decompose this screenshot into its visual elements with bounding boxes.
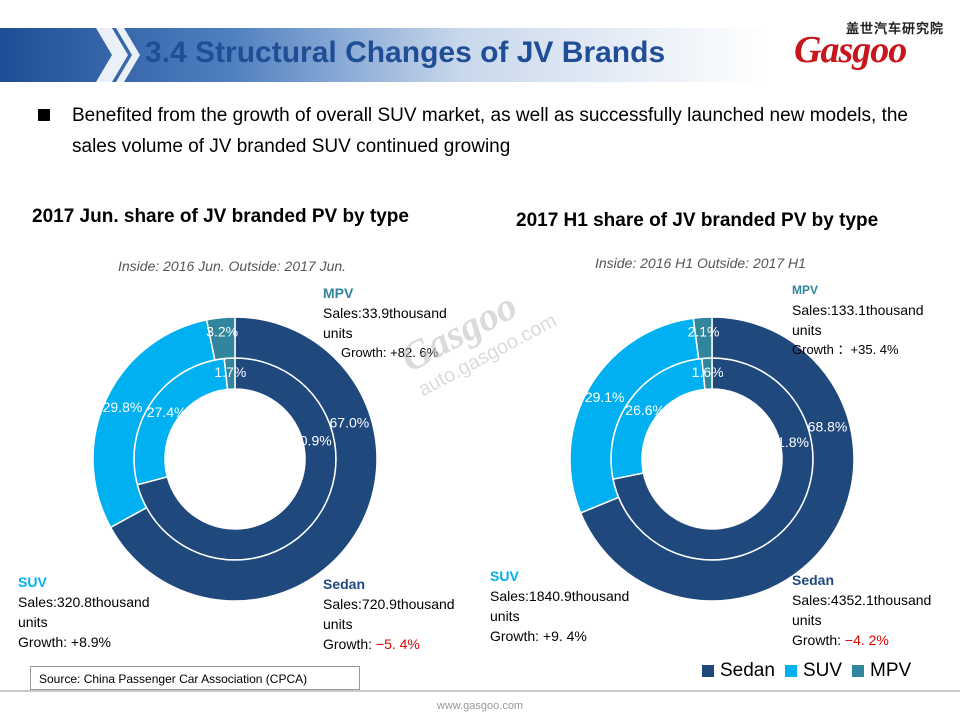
donut-label-inner-mpv: 1.7% bbox=[214, 364, 246, 380]
chart2-suv-name: SUV bbox=[490, 568, 519, 584]
donut-label-inner-sedan: 70.9% bbox=[292, 433, 332, 449]
chart1-sedan-callout: Sedan Sales:720.9thousand units Growth: … bbox=[323, 574, 455, 654]
chart1-suv-units: units bbox=[18, 614, 48, 630]
logo-cn-text: 盖世汽车研究院 bbox=[846, 21, 945, 36]
chart2-sedan-sales: Sales:4352.1thousand bbox=[792, 592, 932, 608]
chart1-suv-growth: +8.9% bbox=[70, 634, 111, 650]
bullet-square-icon bbox=[38, 109, 50, 121]
footer-divider bbox=[0, 690, 960, 692]
donut-label-outer-sedan: 67.0% bbox=[330, 415, 370, 431]
chart2-mpv-callout: MPV Sales:133.1thousand units Growth ：+3… bbox=[792, 280, 924, 360]
chart1-subtitle: Inside: 2016 Jun. Outside: 2017 Jun. bbox=[118, 258, 347, 274]
chart1-sedan-sales: Sales:720.9thousand bbox=[323, 596, 455, 612]
chart2-suv-growth: +9. 4% bbox=[542, 628, 587, 644]
legend-label-suv: SUV bbox=[802, 660, 843, 681]
donut-label-outer-mpv: 3.2% bbox=[206, 324, 238, 340]
page-title: 3.4 Structural Changes of JV Brands bbox=[145, 36, 666, 69]
chart1-mpv-growth: +82. 6% bbox=[390, 345, 439, 360]
chart2-suv-growth-label: Growth: bbox=[490, 628, 543, 644]
chart1-title: 2017 Jun. share of JV branded PV by type bbox=[32, 206, 409, 227]
chart2-mpv-sales: Sales:133.1thousand bbox=[792, 302, 924, 318]
chart2-title: 2017 H1 share of JV branded PV by type bbox=[516, 210, 879, 231]
header-bar bbox=[0, 28, 770, 82]
chart2-sedan-growth-label: Growth: bbox=[792, 632, 845, 648]
chart2-subtitle: Inside: 2016 H1 Outside: 2017 H1 bbox=[595, 255, 806, 271]
legend-item-sedan: Sedan bbox=[702, 660, 775, 682]
donut-slice-outer-mpv bbox=[692, 316, 713, 360]
chart1-mpv-sales: Sales:33.9thousand bbox=[323, 305, 447, 321]
donut-slice-outer-mpv bbox=[205, 316, 236, 361]
donut-slice-outer-sedan bbox=[579, 316, 855, 602]
donut-slice-outer-sedan bbox=[109, 316, 378, 602]
chart1-mpv-units: units bbox=[323, 325, 353, 341]
chart2-suv-sales: Sales:1840.9thousand bbox=[490, 588, 630, 604]
chart2-mpv-growth-label: Growth ： bbox=[792, 342, 851, 357]
chart1-mpv-name: MPV bbox=[323, 285, 354, 301]
legend-item-mpv: MPV bbox=[852, 660, 911, 682]
donut-label-outer-suv: 29.8% bbox=[103, 399, 143, 415]
legend-swatch-suv bbox=[784, 665, 797, 677]
donut-label-inner-sedan: 71.8% bbox=[769, 434, 809, 450]
chart2-sedan-units: units bbox=[792, 612, 822, 628]
chart1-suv-sales: Sales:320.8thousand bbox=[18, 594, 150, 610]
chart2-mpv-units: units bbox=[792, 322, 822, 338]
chart2-mpv-growth: +35. 4% bbox=[850, 342, 899, 357]
chart1-suv-callout: SUV Sales:320.8thousand units Growth: +8… bbox=[18, 572, 150, 652]
chart2-sedan-growth: −4. 2% bbox=[844, 632, 889, 648]
donut-label-outer-sedan: 68.8% bbox=[808, 419, 848, 435]
bullet-text: Benefited from the growth of overall SUV… bbox=[72, 105, 908, 157]
chart1-sedan-growth-label: Growth: bbox=[323, 636, 376, 652]
footer-url: www.gasgoo.com bbox=[436, 700, 524, 712]
legend-label-sedan: Sedan bbox=[720, 660, 775, 681]
chart1-suv-growth-label: Growth: bbox=[18, 634, 71, 650]
legend-label-mpv: MPV bbox=[870, 660, 912, 681]
chart-legend: Sedan SUV MPV bbox=[702, 660, 911, 682]
donut-label-inner-mpv: 1.6% bbox=[692, 364, 724, 380]
chart1-sedan-name: Sedan bbox=[323, 576, 366, 592]
donut-label-inner-suv: 26.6% bbox=[625, 402, 665, 418]
legend-swatch-mpv bbox=[852, 665, 865, 677]
chart2-sedan-name: Sedan bbox=[792, 572, 835, 588]
legend-item-suv: SUV bbox=[784, 660, 843, 682]
donut-label-outer-mpv: 2.1% bbox=[688, 323, 720, 339]
chart1-suv-name: SUV bbox=[18, 574, 47, 590]
donut-label-outer-suv: 29.1% bbox=[585, 389, 625, 405]
chart1-mpv-callout: MPV Sales:33.9thousand units Growth: +82… bbox=[323, 283, 447, 363]
brand-logo: 盖世汽车研究院 Gasgoo bbox=[788, 18, 948, 78]
chart2-suv-units: units bbox=[490, 608, 520, 624]
chart1-sedan-units: units bbox=[323, 616, 353, 632]
chart2-suv-callout: SUV Sales:1840.9thousand units Growth: +… bbox=[490, 566, 629, 646]
legend-swatch-sedan bbox=[702, 665, 714, 677]
chart1-mpv-growth-label: Growth: bbox=[341, 345, 391, 360]
chart1-sedan-growth: −5. 4% bbox=[375, 636, 420, 652]
chart2-mpv-name: MPV bbox=[792, 283, 819, 297]
donut-label-inner-suv: 27.4% bbox=[147, 404, 187, 420]
logo-wordmark: Gasgoo bbox=[794, 29, 907, 71]
chart2-sedan-callout: Sedan Sales:4352.1thousand units Growth:… bbox=[792, 570, 931, 650]
source-note: Source: China Passenger Car Association … bbox=[30, 666, 360, 690]
